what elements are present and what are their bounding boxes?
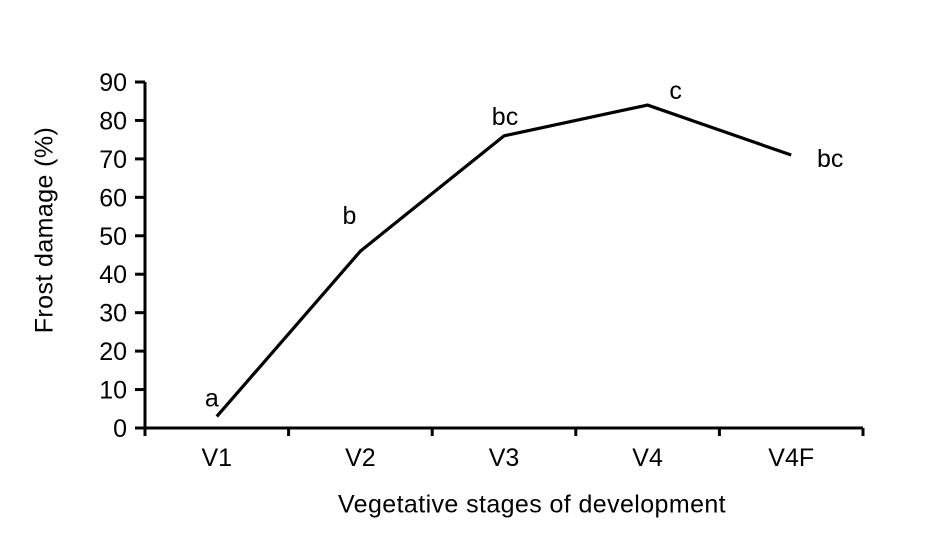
point-annotation: a <box>205 384 219 412</box>
x-category-label: V4F <box>768 444 814 472</box>
point-annotation: bc <box>817 145 843 173</box>
point-annotation: bc <box>492 103 518 131</box>
x-axis-title: Vegetative stages of development <box>337 490 727 519</box>
x-category-label: V4 <box>632 444 663 472</box>
y-tick-label: 90 <box>99 69 127 97</box>
y-tick-label: 0 <box>113 415 127 443</box>
x-category-label: V1 <box>202 444 233 472</box>
x-category-label: V2 <box>345 444 376 472</box>
y-tick-label: 50 <box>99 223 127 251</box>
point-annotation: b <box>342 202 356 230</box>
y-tick-label: 80 <box>99 107 127 135</box>
y-tick-label: 20 <box>99 338 127 366</box>
point-annotation: c <box>669 77 682 105</box>
y-tick-label: 30 <box>99 300 127 328</box>
y-tick-label: 10 <box>99 377 127 405</box>
data-line <box>215 103 792 418</box>
y-tick-label: 70 <box>99 146 127 174</box>
y-axis-title: Frost damage (%) <box>30 126 59 334</box>
x-category-label: V3 <box>489 444 520 472</box>
y-tick-label: 40 <box>99 261 127 289</box>
y-tick-label: 60 <box>99 184 127 212</box>
